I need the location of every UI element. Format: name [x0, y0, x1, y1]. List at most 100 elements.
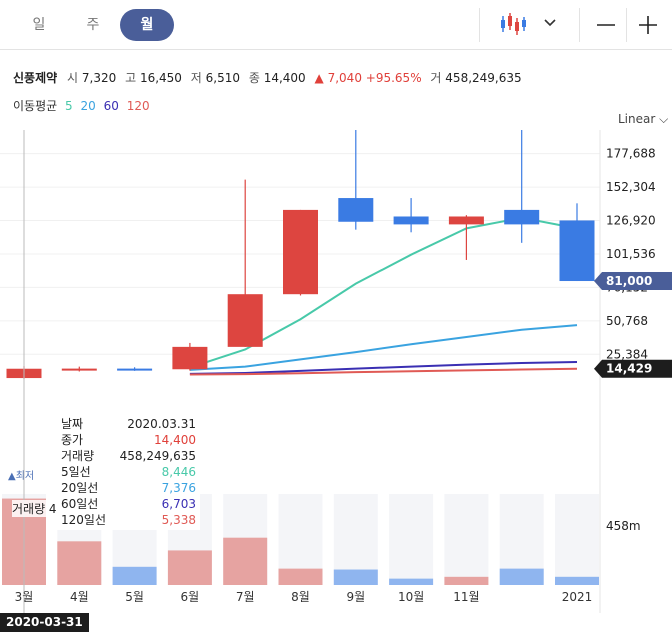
- scale-select-value: Linear: [618, 112, 656, 126]
- volume-column: [389, 494, 434, 585]
- tooltip-value: 14,400: [154, 433, 196, 447]
- tooltip-row: 120일선 5,338: [61, 512, 196, 528]
- close-value: 14,400: [263, 71, 306, 85]
- volume-bar: [112, 566, 157, 585]
- tooltip-label: 거래량: [61, 449, 95, 463]
- tooltip-value: 6,703: [161, 497, 196, 511]
- open-value: 7,320: [81, 71, 117, 85]
- tooltip-row: 거래량 458,249,635: [61, 448, 196, 464]
- ma-legend-item-20: 20: [80, 99, 96, 113]
- open-label: 시: [67, 71, 79, 85]
- candle-body: [393, 216, 429, 225]
- candle-body: [338, 198, 374, 222]
- x-tick-label: 9월: [346, 590, 365, 604]
- volume-column: [555, 494, 599, 585]
- volume-bar: [555, 576, 599, 585]
- volume-bar: [223, 537, 268, 585]
- crosshair-tooltip: 날짜 2020.03.31 종가 14,400 거래량 458,249,635 5일선…: [57, 414, 200, 530]
- candle-body: [448, 216, 484, 225]
- ma-line-20: [189, 324, 578, 371]
- low-annotation: ▲최저: [8, 470, 34, 482]
- price-tag: 14,429: [594, 359, 672, 378]
- tooltip-row: 날짜 2020.03.31: [61, 416, 196, 432]
- tooltip-label: 5일선: [61, 465, 91, 479]
- stock-name: 신풍제약: [13, 71, 58, 85]
- tooltip-value: 458,249,635: [119, 449, 196, 463]
- change-percent: +95.65%: [365, 71, 422, 85]
- candle-body: [283, 209, 318, 295]
- volume-label: 거: [430, 71, 442, 85]
- ma-legend-item-120: 120: [126, 99, 150, 113]
- volume-axis-title: 거래량 4: [12, 500, 57, 517]
- top-toolbar: 일 주 월: [0, 0, 672, 50]
- tooltip-value: 5,338: [161, 513, 196, 527]
- volume-value: 458,249,635: [445, 71, 522, 85]
- tooltip-label: 20일선: [61, 481, 99, 495]
- crosshair-date-tag: 2020-03-31: [0, 613, 89, 632]
- candle-body: [61, 368, 97, 371]
- tooltip-label: 날짜: [61, 417, 84, 431]
- period-tabs: 일 주 월: [10, 9, 176, 41]
- x-tick-label: 11월: [453, 590, 479, 604]
- chevron-down-icon: ⌵: [659, 112, 669, 126]
- candle-body: [227, 294, 263, 347]
- volume-bar: [278, 568, 323, 585]
- tooltip-value: 7,376: [161, 481, 196, 495]
- volume-bar: [499, 568, 544, 585]
- x-tick-label: 8월: [291, 590, 310, 604]
- x-tick-label: 10월: [398, 590, 424, 604]
- ma-line-60: [189, 361, 578, 375]
- tooltip-row: 20일선 7,376: [61, 480, 196, 496]
- volume-bar: [333, 569, 378, 585]
- tooltip-label: 120일선: [61, 513, 106, 527]
- volume-bar: [389, 578, 434, 585]
- x-tick-label: 4월: [70, 590, 89, 604]
- price-chart[interactable]: 203,072177,688152,304126,920101,53676,15…: [0, 130, 672, 613]
- tab-day[interactable]: 일: [32, 17, 46, 33]
- y-tick-label: 25,384: [606, 347, 648, 361]
- candlestick-icon[interactable]: [498, 10, 528, 38]
- y-tick-label: 101,536: [606, 247, 656, 261]
- y-tick-label: 177,688: [606, 147, 656, 161]
- y-tick-label: 50,768: [606, 314, 648, 328]
- y-tick-label: 152,304: [606, 180, 656, 194]
- price-tag-bg: [594, 272, 672, 291]
- high-label: 고: [125, 71, 137, 85]
- ma-legend-item-60: 60: [103, 99, 119, 113]
- tooltip-row: 종가 14,400: [61, 432, 196, 448]
- scale-select[interactable]: Linear ⌵: [618, 112, 668, 127]
- candle-body: [172, 346, 208, 370]
- moving-average-legend: 이동평균 5 20 60 120: [13, 97, 154, 114]
- x-tick-label: 3월: [15, 590, 34, 604]
- toolbar-divider: [479, 8, 480, 42]
- close-label: 종: [248, 71, 260, 85]
- price-summary: 신풍제약 시 7,320 고 16,450 저 6,510 종 14,400 ▲…: [13, 69, 527, 86]
- minus-icon[interactable]: [591, 10, 621, 40]
- price-tag-label: 81,000: [606, 274, 652, 288]
- candle-body: [117, 368, 153, 371]
- ma-legend-title: 이동평균: [13, 99, 58, 113]
- tab-month[interactable]: 월: [120, 9, 174, 41]
- plus-icon[interactable]: [633, 10, 663, 40]
- change-arrow-icon: ▲: [314, 71, 324, 85]
- tooltip-row: 60일선 6,703: [61, 496, 196, 512]
- price-tag-label: 14,429: [606, 362, 652, 376]
- low-value: 6,510: [205, 71, 240, 85]
- x-tick-label: 5월: [125, 590, 144, 604]
- volume-column: [444, 494, 489, 585]
- volume-bar: [57, 541, 102, 585]
- volume-bar: [444, 576, 489, 585]
- high-value: 16,450: [139, 71, 182, 85]
- tooltip-value: 2020.03.31: [127, 417, 196, 431]
- toolbar-divider: [579, 8, 580, 42]
- chevron-down-icon[interactable]: [541, 12, 559, 32]
- tooltip-row: 5일선 8,446: [61, 464, 196, 480]
- tab-week[interactable]: 주: [86, 17, 100, 33]
- candle-body: [504, 209, 540, 225]
- tooltip-label: 60일선: [61, 497, 99, 511]
- x-tick-label: 2021: [562, 590, 593, 604]
- tooltip-value: 8,446: [161, 465, 196, 479]
- x-tick-label: 6월: [181, 590, 200, 604]
- price-tag-bg: [594, 359, 672, 378]
- tooltip-label: 종가: [61, 433, 84, 447]
